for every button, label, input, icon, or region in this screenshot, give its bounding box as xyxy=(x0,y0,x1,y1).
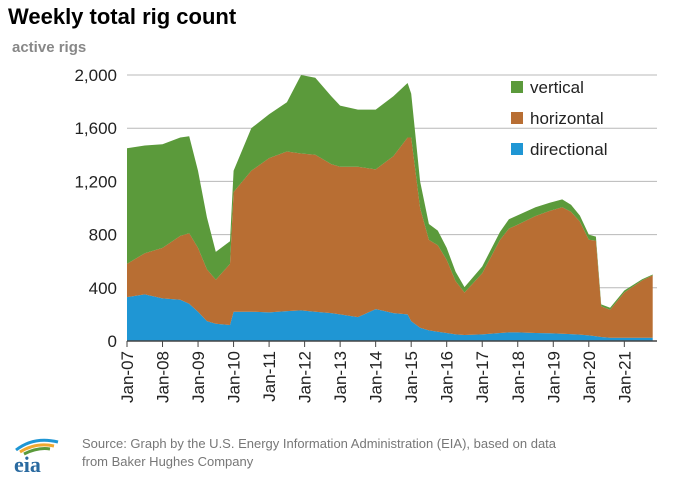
y-tick-label: 400 xyxy=(89,279,117,298)
y-tick-label: 1,600 xyxy=(74,119,117,138)
legend-label-directional: directional xyxy=(530,140,608,159)
x-tick-label: Jan-16 xyxy=(438,351,457,403)
x-tick-label: Jan-14 xyxy=(367,351,386,403)
x-tick-label: Jan-17 xyxy=(473,351,492,403)
area-vertical xyxy=(127,75,653,310)
x-tick-label: Jan-09 xyxy=(189,351,208,403)
x-tick-label: Jan-18 xyxy=(509,351,528,403)
stacked-areas xyxy=(127,75,653,341)
footer: eia Source: Graph by the U.S. Energy Inf… xyxy=(10,432,680,476)
x-tick-label: Jan-10 xyxy=(225,351,244,403)
x-tick-label: Jan-07 xyxy=(118,351,137,403)
x-tick-label: Jan-21 xyxy=(615,351,634,403)
area-horizontal xyxy=(127,137,653,338)
x-tick-label: Jan-15 xyxy=(402,351,421,403)
y-axis-unit-label: active rigs xyxy=(12,39,87,56)
rig-count-chart: 0 400 800 1,200 1,600 2,000 Jan-07 Jan-08 Jan-09… xyxy=(74,66,657,403)
y-tick-label: 2,000 xyxy=(74,66,117,85)
y-tick-label: 1,200 xyxy=(74,172,117,191)
axes: 0 400 800 1,200 1,600 2,000 Jan-07 Jan-08 Jan-09… xyxy=(74,66,657,403)
x-tick-label: Jan-13 xyxy=(331,351,350,403)
chart-title: Weekly total rig count xyxy=(8,4,237,29)
source-line-1: Source: Graph by the U.S. Energy Informa… xyxy=(82,436,557,451)
y-tick-label: 800 xyxy=(89,226,117,245)
legend-swatch-horizontal xyxy=(511,112,523,124)
area-directional xyxy=(127,294,653,341)
legend: vertical horizontal directional xyxy=(511,78,608,159)
eia-logo-text: eia xyxy=(14,452,41,476)
legend-label-horizontal: horizontal xyxy=(530,109,604,128)
legend-swatch-directional xyxy=(511,143,523,155)
legend-label-vertical: vertical xyxy=(530,78,584,97)
eia-logo-icon: eia xyxy=(14,438,59,476)
x-tick-label: Jan-20 xyxy=(580,351,599,403)
x-tick-label: Jan-19 xyxy=(544,351,563,403)
source-note: Source: Graph by the U.S. Energy Informa… xyxy=(82,435,682,471)
y-tick-label: 0 xyxy=(108,332,117,351)
x-tick-label: Jan-08 xyxy=(154,351,173,403)
x-tick-label: Jan-11 xyxy=(260,351,279,402)
legend-swatch-vertical xyxy=(511,81,523,93)
x-tick-label: Jan-12 xyxy=(296,351,315,403)
source-line-2: from Baker Hughes Company xyxy=(82,454,254,469)
